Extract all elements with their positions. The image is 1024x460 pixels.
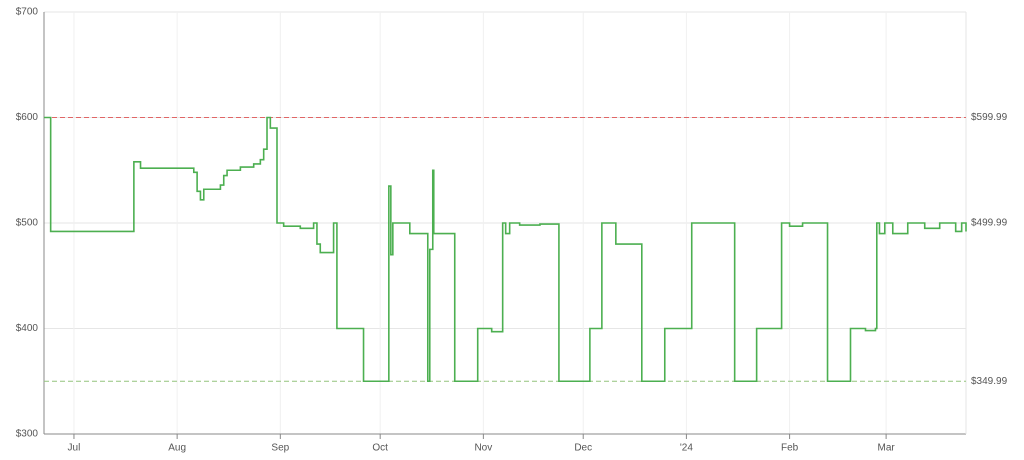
y-tick-label: $400 xyxy=(16,323,39,334)
x-tick-label: Aug xyxy=(168,443,186,454)
y-tick-label: $300 xyxy=(16,429,39,440)
x-tick-label: Mar xyxy=(877,443,895,454)
x-tick-label: Sep xyxy=(271,443,289,454)
price-line xyxy=(44,116,967,383)
reference-label: $349.99 xyxy=(971,376,1008,387)
y-tick-label: $700 xyxy=(16,7,39,18)
x-tick-label: Nov xyxy=(474,443,492,454)
x-tick-label: Oct xyxy=(372,443,388,454)
x-tick-label: Dec xyxy=(574,443,592,454)
x-tick-label: Feb xyxy=(781,443,799,454)
y-tick-label: $600 xyxy=(16,112,39,123)
reference-label: $499.99 xyxy=(971,218,1008,229)
x-tick-label: '24 xyxy=(680,443,693,454)
x-tick-label: Jul xyxy=(68,443,81,454)
reference-label: $599.99 xyxy=(971,112,1008,123)
y-tick-label: $500 xyxy=(16,218,39,229)
